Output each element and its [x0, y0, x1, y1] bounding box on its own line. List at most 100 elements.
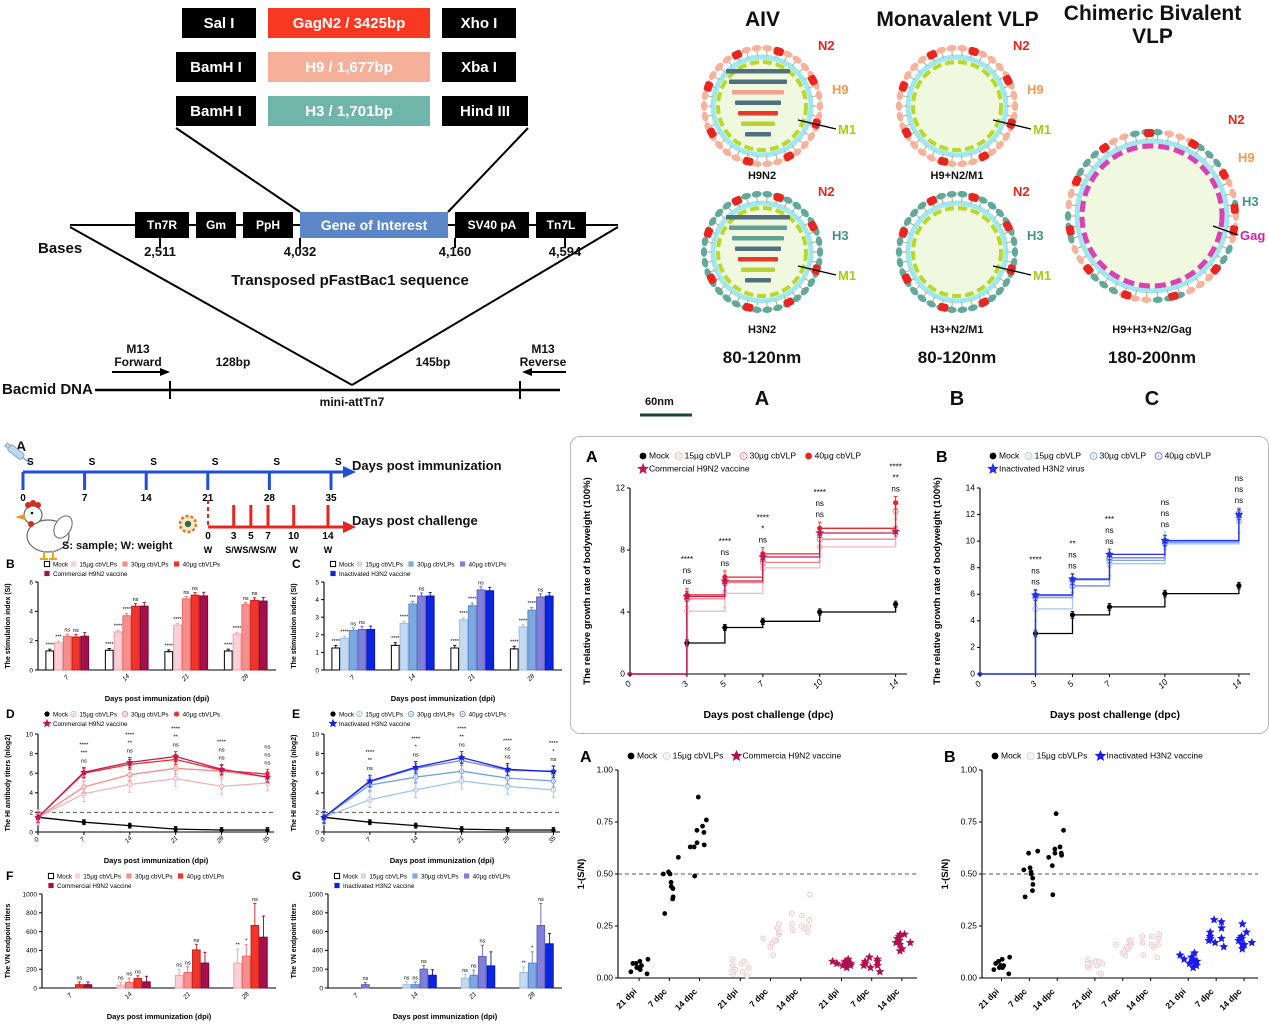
svg-text:****: **** — [164, 643, 173, 649]
enzyme-box-hind3: Hind III — [442, 96, 528, 126]
svg-text:14: 14 — [322, 531, 334, 542]
svg-text:ns: ns — [176, 963, 182, 969]
chart-stimulation-index-h3: C 0 1 2 3 4 5 The stimulation index (SI) Days po… — [291, 557, 562, 703]
svg-text:ns: ns — [367, 766, 373, 772]
insert-box-h3: H3 / 1,701bp — [268, 96, 430, 126]
svg-text:H3: H3 — [1027, 228, 1044, 243]
vlp-caption-h9n2: H9N2 — [747, 170, 777, 182]
svg-text:0: 0 — [20, 493, 26, 504]
svg-text:35: 35 — [325, 493, 337, 504]
svg-text:21: 21 — [455, 835, 466, 846]
svg-text:Inactivated H3N2 vaccine: Inactivated H3N2 vaccine — [1107, 751, 1204, 761]
svg-text:10: 10 — [312, 731, 320, 738]
svg-text:****: **** — [79, 742, 89, 748]
svg-text:ns: ns — [1031, 567, 1039, 576]
svg-text:ns: ns — [218, 755, 224, 761]
svg-text:****: **** — [459, 611, 468, 617]
vlp-caption-h9n2m1: H9+N2/M1 — [930, 170, 984, 182]
svg-text:600: 600 — [312, 929, 323, 936]
svg-text:ns: ns — [243, 596, 249, 602]
svg-text:21: 21 — [202, 493, 214, 504]
svg-text:14 dpc: 14 dpc — [774, 986, 800, 1012]
chart-hi-titers-h9: D 0 2 4 6 8 10 The HI antibody titers (nlog2) Da… — [5, 707, 274, 865]
vlp-size-1: 80-120nm — [722, 348, 802, 367]
svg-text:28: 28 — [240, 991, 251, 1002]
svg-text:28: 28 — [501, 835, 512, 846]
svg-text:7: 7 — [82, 493, 88, 504]
svg-text:****: **** — [681, 555, 693, 564]
svg-text:****: **** — [411, 736, 421, 742]
svg-text:B: B — [944, 749, 956, 766]
chart-elisa-scatter-h3: B 0.00 0.25 0.50 0.75 1.00 1-(S/N) Mock 15µg cbV… — [940, 749, 1258, 1012]
svg-text:ns: ns — [185, 960, 191, 966]
svg-text:1.00: 1.00 — [961, 764, 978, 774]
svg-text:14: 14 — [1230, 677, 1244, 691]
svg-text:ns: ns — [462, 968, 468, 974]
svg-text:Mock: Mock — [57, 874, 73, 881]
svg-text:****: **** — [171, 727, 181, 733]
svg-text:Commercial H9N2 vaccine: Commercial H9N2 vaccine — [53, 571, 128, 578]
svg-text:ns: ns — [218, 747, 224, 753]
svg-text:****: **** — [391, 636, 400, 642]
svg-text:800: 800 — [26, 910, 37, 917]
svg-text:Days post immunization (dpi): Days post immunization (dpi) — [104, 856, 209, 865]
svg-text:****: **** — [105, 642, 114, 648]
svg-text:7 dpc: 7 dpc — [747, 986, 770, 1009]
svg-text:10: 10 — [26, 731, 34, 738]
svg-text:**: ** — [368, 758, 373, 764]
svg-text:6: 6 — [29, 579, 33, 586]
svg-text:ns: ns — [350, 621, 356, 627]
svg-text:3: 3 — [231, 531, 237, 542]
svg-text:30µg cbVLPs: 30µg cbVLPs — [421, 874, 459, 881]
svg-text:B: B — [936, 449, 948, 466]
svg-text:S: S — [212, 457, 219, 468]
svg-text:28: 28 — [264, 493, 276, 504]
svg-text:2: 2 — [29, 810, 33, 817]
timeline-panel-letter: A — [16, 438, 27, 454]
svg-text:0: 0 — [315, 667, 319, 674]
svg-text:ns: ns — [183, 590, 189, 596]
svg-text:ns: ns — [504, 754, 510, 760]
svg-text:14 dpc: 14 dpc — [1124, 986, 1150, 1012]
svg-text:Inactivated H3N2 vaccine: Inactivated H3N2 vaccine — [343, 883, 415, 890]
svg-text:7 dpc: 7 dpc — [1006, 986, 1029, 1009]
svg-text:4: 4 — [29, 790, 33, 797]
svg-text:7 dpc: 7 dpc — [646, 986, 669, 1009]
svg-text:ns: ns — [193, 938, 199, 944]
svg-text:30µg cbVLP: 30µg cbVLP — [750, 451, 797, 461]
m13-reverse-line1: M13 — [531, 342, 555, 356]
svg-text:15µg cbVLPs: 15µg cbVLPs — [79, 562, 117, 569]
svg-text:ns: ns — [538, 897, 544, 903]
svg-text:N2: N2 — [818, 38, 835, 53]
svg-text:4: 4 — [970, 615, 975, 625]
svg-text:6: 6 — [315, 771, 319, 778]
svg-text:W: W — [289, 545, 298, 555]
chart-stimulation-index-h9: B 0 2 4 6 The stimulation index (SI) Days post… — [5, 557, 276, 703]
svg-text:7: 7 — [265, 531, 271, 542]
svg-text:ns: ns — [264, 744, 270, 750]
chart-hi-titers-h3: E 0 2 4 6 8 10 The HI antibody titers (nlog2) Da… — [291, 707, 560, 865]
svg-text:14: 14 — [966, 482, 976, 492]
svg-text:****: **** — [125, 733, 135, 739]
insert-box-h9: H9 / 1,677bp — [268, 52, 430, 82]
svg-text:***: *** — [80, 750, 88, 756]
svg-text:W: W — [324, 545, 333, 555]
vector-box-sv40pa: SV40 pA — [455, 212, 529, 238]
svg-text:Commercial H9N2 vaccine: Commercial H9N2 vaccine — [57, 883, 132, 890]
vlp-letter-b: B — [949, 388, 965, 410]
svg-text:10: 10 — [1156, 677, 1170, 691]
svg-text:21 dpi: 21 dpi — [1163, 986, 1187, 1010]
svg-text:14: 14 — [141, 493, 153, 504]
svg-text:40µg cbVLPs: 40µg cbVLPs — [469, 562, 507, 569]
svg-text:28: 28 — [526, 991, 537, 1002]
vlp-title-aiv: AIV — [744, 8, 780, 31]
svg-text:28: 28 — [525, 673, 536, 684]
svg-text:ns: ns — [1235, 485, 1243, 494]
svg-text:Inactivated H3N2 vaccine: Inactivated H3N2 vaccine — [339, 721, 411, 728]
svg-text:7: 7 — [349, 674, 357, 682]
svg-text:The stimulation index (SI): The stimulation index (SI) — [5, 583, 12, 668]
svg-text:C: C — [292, 557, 301, 571]
svg-text:***: *** — [410, 595, 417, 601]
bases-label: Bases — [38, 240, 83, 257]
svg-text:ns: ns — [891, 485, 899, 494]
